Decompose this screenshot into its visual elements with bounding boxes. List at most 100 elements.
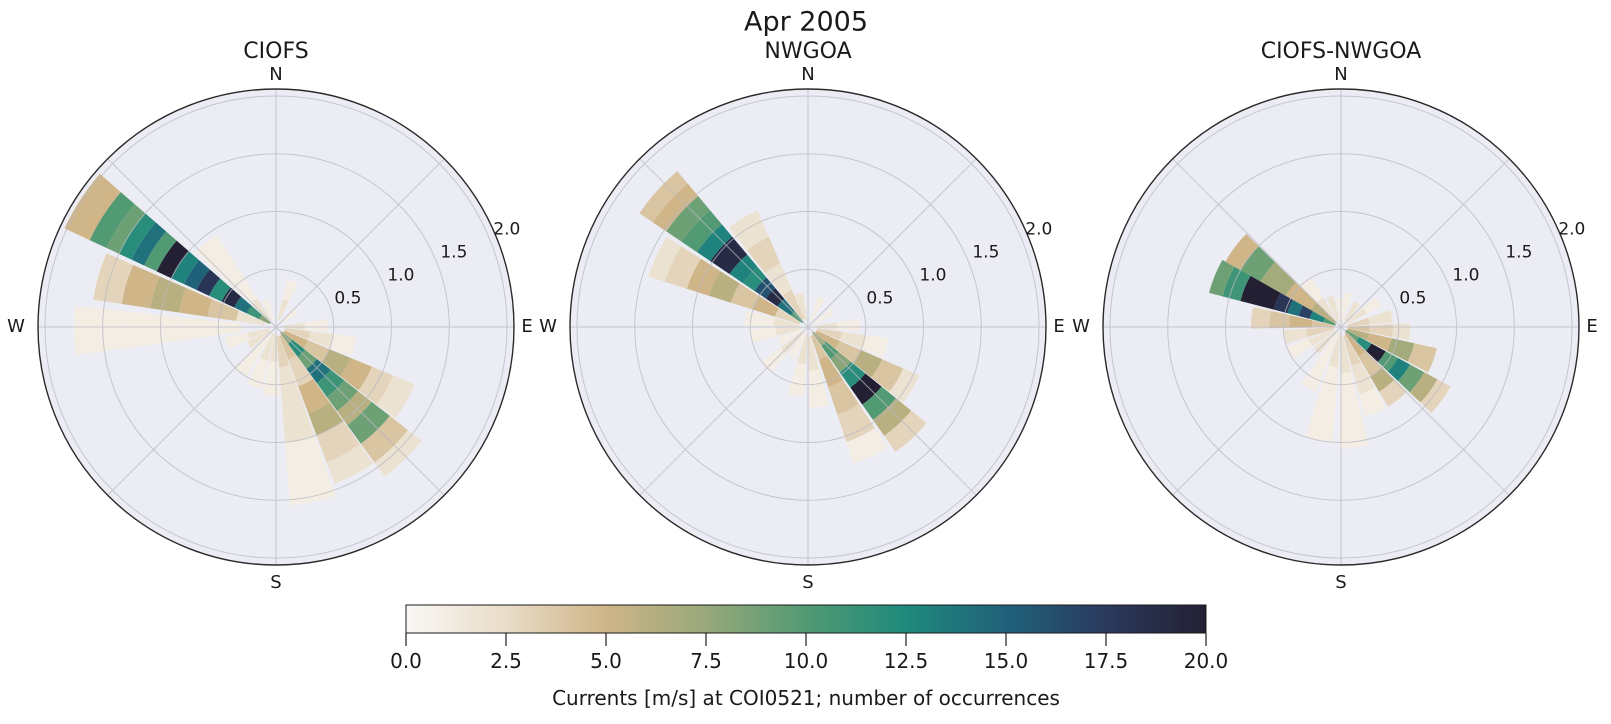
rose-segment: [774, 308, 801, 325]
rose-segment: [813, 308, 835, 325]
rose-segment: [1344, 301, 1360, 322]
rose-segment: [247, 330, 271, 349]
rose-segment: [1387, 338, 1415, 362]
rose-segment: [340, 357, 373, 391]
rose-segment: [1298, 305, 1313, 319]
rose-segment: [279, 334, 297, 360]
rose-segment: [828, 379, 859, 415]
rose-segment: [1407, 343, 1437, 373]
rose-segment: [862, 386, 896, 420]
rose-segment: [1250, 306, 1272, 329]
windrose-ciofs-nwgoa: [1102, 88, 1580, 566]
colorbar-label: Currents [m/s] at COI0521; number of occ…: [552, 686, 1060, 710]
rose-segment: [337, 391, 372, 426]
rose-segment: [106, 204, 146, 254]
rose-segment: [1301, 360, 1327, 392]
rose-segment: [347, 401, 390, 444]
rose-segment: [761, 347, 787, 372]
colorbar-tick-label: 10.0: [783, 649, 829, 673]
cardinal-n: N: [1334, 64, 1348, 85]
rose-segment: [639, 171, 688, 223]
rose-segment: [818, 355, 844, 388]
rose-segment: [1347, 328, 1370, 341]
rose-segment: [750, 328, 777, 343]
rose-segment: [259, 314, 271, 325]
rose-segment: [742, 266, 767, 291]
rose-segment: [1392, 323, 1411, 341]
rose-segment: [1420, 379, 1451, 413]
rose-segment: [1209, 259, 1235, 297]
radial-tick-label: 2.0: [1558, 219, 1586, 240]
rose-segment: [1269, 310, 1291, 329]
rose-segment: [1300, 277, 1324, 303]
rose-segment: [775, 327, 802, 336]
rose-segment: [810, 334, 828, 360]
rose-segment: [664, 246, 701, 289]
rose-segment: [787, 362, 807, 397]
rose-segment: [316, 369, 345, 398]
rose-segment: [280, 309, 298, 324]
rose-segment: [708, 271, 740, 303]
rose-segment: [1351, 362, 1375, 394]
rose-segment: [1366, 343, 1386, 362]
cardinal-w: W: [7, 316, 25, 337]
rose-segment: [253, 331, 273, 355]
rose-segment: [288, 473, 336, 506]
rose-segment: [788, 332, 806, 360]
rose-segment: [308, 331, 334, 348]
rose-segment: [850, 373, 882, 405]
rose-segment: [121, 264, 160, 309]
rose-segment: [285, 435, 329, 483]
rose-segment: [1310, 302, 1337, 324]
radial-tick-label: 1.5: [972, 242, 1000, 263]
cardinal-s: S: [1335, 572, 1347, 593]
rose-segment: [1308, 329, 1336, 347]
cardinal-e: E: [1053, 316, 1065, 337]
rose-segment: [810, 296, 826, 322]
rose-segment: [1309, 311, 1325, 323]
figure-title: Apr 2005: [743, 6, 869, 38]
rose-segment: [730, 283, 760, 310]
windrose-nwgoa: [569, 88, 1047, 566]
radial-tick-label: 1.5: [1505, 242, 1533, 263]
rose-segment: [150, 276, 186, 313]
rose-segment: [777, 298, 795, 316]
rose-segment: [1358, 351, 1383, 377]
rose-segment: [1240, 246, 1276, 282]
rose-segment: [1326, 295, 1340, 322]
cardinal-w: W: [539, 316, 557, 337]
colorbar: [405, 604, 1207, 634]
rose-segment: [284, 328, 311, 340]
rose-segment: [835, 340, 861, 363]
rose-segment: [262, 299, 275, 321]
rose-segment: [1344, 331, 1366, 357]
rose-segment: [1306, 327, 1335, 338]
windrose-ciofs: [37, 88, 515, 566]
rose-segment: [225, 268, 258, 304]
rose-segment: [846, 428, 888, 464]
radial-tick-label: 2.0: [493, 219, 521, 240]
radial-tick-label: 0.5: [1399, 288, 1427, 309]
rose-segment: [790, 311, 804, 324]
rose-segment: [125, 311, 185, 348]
rose-segment: [303, 340, 330, 363]
subplot-title-ciofs-nwgoa: CIOFS-NWGOA: [1260, 39, 1422, 64]
rose-segment: [1240, 275, 1281, 310]
radial-tick-label: 0.5: [866, 288, 894, 309]
rose-segment: [360, 415, 408, 463]
rose-segment: [814, 322, 837, 330]
rose-segment: [156, 240, 189, 279]
rose-segment: [797, 333, 808, 364]
rose-segment: [1358, 387, 1386, 417]
rose-segment: [171, 251, 200, 285]
rose-segment: [281, 397, 315, 443]
rose-segment: [853, 350, 883, 378]
rose-segment: [282, 279, 299, 302]
rose-segment: [1305, 398, 1336, 443]
rose-segment: [821, 341, 839, 360]
rose-segment: [329, 334, 357, 356]
rose-segment: [871, 359, 904, 392]
rose-segment: [746, 236, 781, 273]
rose-segment: [872, 398, 912, 436]
rose-segment: [247, 328, 270, 340]
